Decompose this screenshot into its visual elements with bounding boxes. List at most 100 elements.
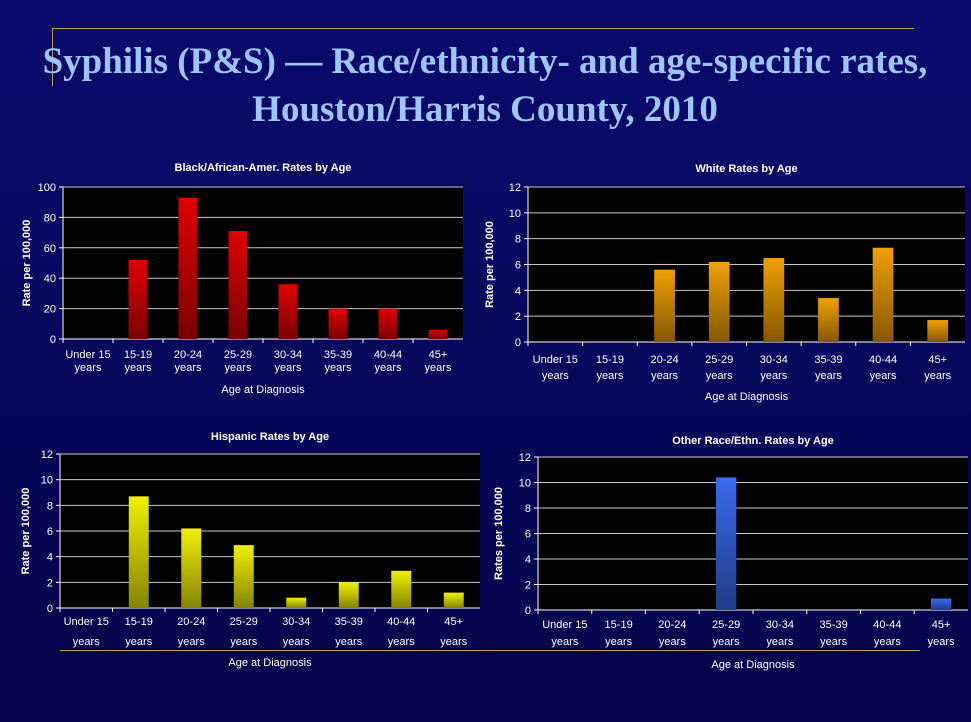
x-tick-label: years [425,362,452,374]
chart-other: Other Race/Ethn. Rates by Age 0 2 4 6 8 10 12 Un… [485,425,971,680]
x-tick-label: 40-44 [873,619,901,631]
x-tick-label: 15-19 [125,616,153,628]
x-tick-label: 30-34 [766,619,794,631]
y-tick-label: 6 [515,260,521,272]
bar [927,320,949,342]
x-tick-label: 40-44 [374,349,402,361]
y-tick-label: 0 [47,603,53,615]
x-tick-label: years [175,362,202,374]
x-tick-label: years [225,362,252,374]
x-tick-label: years [375,362,402,374]
bar [872,247,894,342]
x-tick-label: 40-44 [387,616,415,628]
x-tick-label: years [275,362,302,374]
x-tick-label: years [125,636,152,648]
x-tick-label: years [440,636,467,648]
y-tick-label: 60 [44,243,56,255]
bottom-rule [60,650,920,651]
y-tick-label: 8 [525,503,531,515]
x-tick-label: years [325,362,352,374]
y-tick-label: 10 [509,208,521,220]
bar [428,329,448,339]
y-tick-label: 2 [47,577,53,589]
bar [715,477,737,610]
title-rule-left [52,28,53,86]
x-tick-label: years [870,370,897,382]
y-axis-label: Rates per 100,000 [493,487,505,580]
bar [128,496,149,608]
x-tick-label: years [335,636,362,648]
y-tick-label: 0 [515,337,521,349]
y-tick-label: 4 [47,552,53,564]
x-axis-label: Age at Diagnosis [711,659,795,671]
bar [128,259,148,339]
y-tick-label: 6 [47,526,53,538]
bar [391,570,412,608]
x-tick-label: 15-19 [124,349,152,361]
x-tick-label: 20-24 [174,349,202,361]
x-tick-label: 20-24 [177,616,205,628]
x-tick-label: years [815,370,842,382]
y-tick-label: 10 [41,475,53,487]
bar [278,284,298,339]
x-tick-label: Under 15 [533,354,578,366]
x-axis-label: Age at Diagnosis [705,391,789,403]
x-tick-label: 45+ [928,354,947,366]
y-axis-label: Rate per 100,000 [21,220,33,307]
bar [328,308,348,339]
bar [930,598,952,610]
y-tick-label: 12 [509,182,521,194]
chart-svg: White Rates by Age 0 2 4 6 8 10 12 Under 15 years… [484,163,965,403]
x-tick-label: years [760,370,787,382]
x-tick-label: 25-29 [712,619,740,631]
x-tick-label: years [388,636,415,648]
y-axis-label: Rate per 100,000 [484,221,496,308]
chart-title: Hispanic Rates by Age [211,431,329,443]
title-rule-top [52,28,914,29]
y-tick-label: 0 [50,334,56,346]
x-tick-label: Under 15 [542,619,587,631]
x-tick-label: years [820,636,847,648]
x-tick-label: years [651,370,678,382]
x-tick-label: years [706,370,733,382]
x-tick-label: 25-29 [230,616,258,628]
bar [378,308,398,339]
x-tick-label: years [924,370,951,382]
y-tick-label: 40 [44,273,56,285]
y-tick-label: 12 [41,449,53,461]
x-tick-label: 45+ [444,616,463,628]
y-tick-label: 8 [47,500,53,512]
bar [763,258,785,342]
chart-title: Black/African-Amer. Rates by Age [175,162,352,174]
x-tick-label: 30-34 [760,354,788,366]
bar [181,528,202,608]
y-tick-label: 6 [525,529,531,541]
x-axis-label: Age at Diagnosis [228,657,312,669]
x-tick-label: years [75,362,102,374]
x-tick-label: 40-44 [869,354,897,366]
x-tick-label: 15-19 [605,619,633,631]
x-tick-label: years [178,636,205,648]
y-tick-label: 8 [515,234,521,246]
chart-svg: Other Race/Ethn. Rates by Age 0 2 4 6 8 10 12 Un… [493,435,968,671]
y-tick-label: 2 [515,311,521,323]
x-tick-label: years [551,636,578,648]
y-tick-label: 4 [525,554,531,566]
y-tick-label: 0 [525,605,531,617]
x-tick-label: 45+ [932,619,951,631]
chart-svg: Hispanic Rates by Age 0 2 4 6 8 10 12 Under 15 ye… [20,431,480,669]
bar [178,197,198,339]
chart-svg: Black/African-Amer. Rates by Age 0 20 40 60 8… [21,162,463,396]
chart-title: White Rates by Age [695,163,797,175]
x-tick-label: 25-29 [224,349,252,361]
x-tick-label: years [230,636,257,648]
x-tick-label: 35-39 [335,616,363,628]
y-tick-label: 20 [44,304,56,316]
x-tick-label: 25-29 [705,354,733,366]
x-tick-label: years [659,636,686,648]
bar [286,597,307,608]
x-tick-label: 30-34 [274,349,302,361]
y-axis-label: Rate per 100,000 [20,488,32,575]
y-tick-label: 12 [519,452,531,464]
x-tick-label: years [542,370,569,382]
